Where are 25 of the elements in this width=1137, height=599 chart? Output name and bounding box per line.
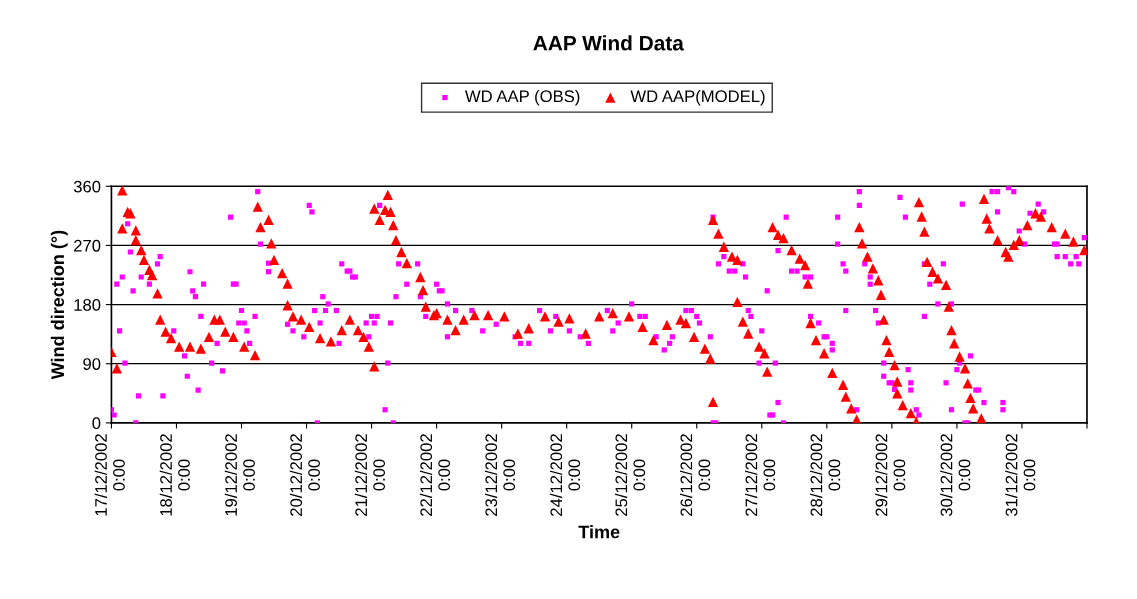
x-tick-label: 26/12/2002 0:00 <box>680 434 711 516</box>
x-tick-label: 27/12/2002 0:00 <box>745 434 776 516</box>
x-tick-label: 24/12/2002 0:00 <box>549 434 581 516</box>
x-tick-label: 31/12/2002 0:00 <box>1005 434 1036 517</box>
x-tick-label: 29/12/2002 0:00 <box>875 434 906 516</box>
x-axis-title: Time <box>578 525 620 539</box>
x-tick-label: 21/12/2002 0:00 <box>354 434 386 516</box>
y-tick-label: 360 <box>73 180 101 193</box>
x-tick-label: 17/12/2002 0:00 <box>94 434 125 516</box>
x-tick-label: 18/12/2002 0:00 <box>159 434 190 516</box>
x-tick-label: 28/12/2002 0:00 <box>810 434 841 516</box>
legend-label: WD AAP(MODEL) <box>630 89 765 106</box>
x-tick-label: 30/12/2002 0:00 <box>940 434 971 517</box>
x-tick-label: 25/12/2002 0:00 <box>614 434 646 516</box>
y-tick-label: 0 <box>92 417 101 430</box>
x-tick-label: 19/12/2002 0:00 <box>224 434 255 516</box>
legend-label: WD AAP (OBS) <box>465 89 580 106</box>
y-tick-label: 270 <box>74 239 101 252</box>
x-tick-label: 22/12/2002 0:00 <box>419 434 451 516</box>
x-tick-label: 23/12/2002 0:00 <box>484 434 516 516</box>
y-tick-label: 180 <box>74 298 101 311</box>
y-axis-title: Wind direction (°) <box>50 230 68 380</box>
y-tick-label: 90 <box>83 358 101 370</box>
x-tick-label: 20/12/2002 0:00 <box>289 434 320 516</box>
chart-title: AAP Wind Data <box>533 35 684 51</box>
